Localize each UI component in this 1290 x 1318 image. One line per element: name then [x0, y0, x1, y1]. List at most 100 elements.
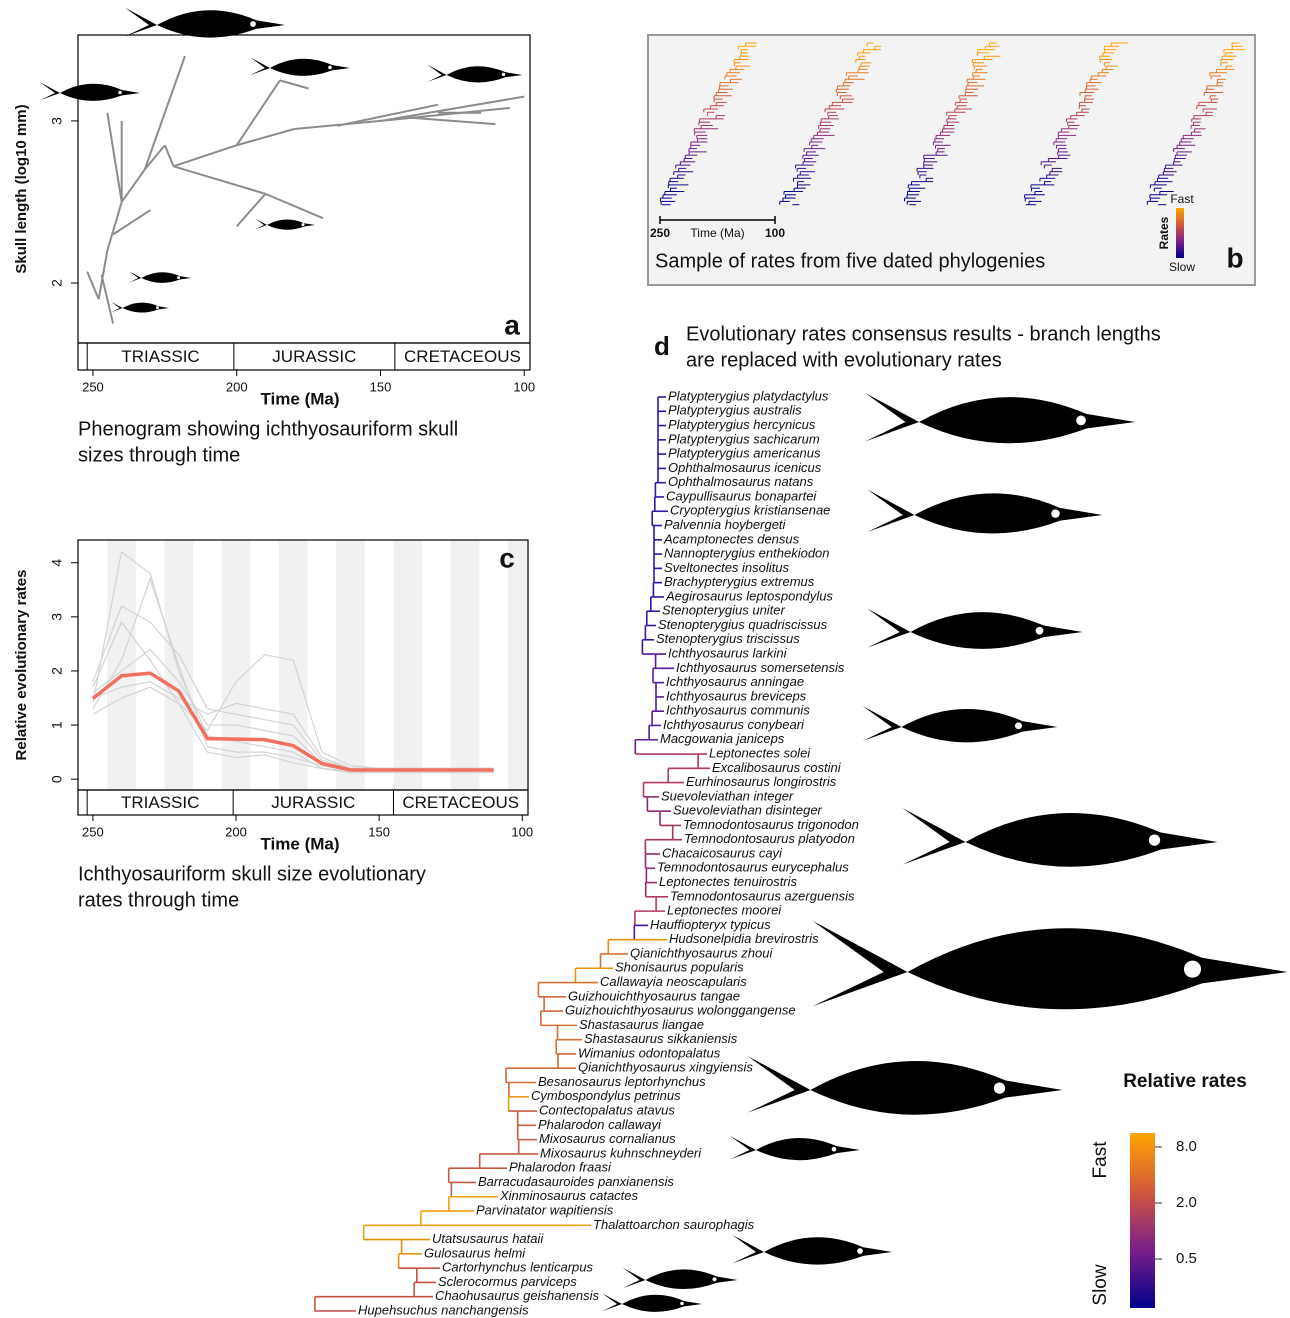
caption: Ichthyosauriform skull size evolutionary	[78, 863, 426, 885]
time-stripe	[221, 540, 251, 790]
taxon-label: Mixosaurus kuhnschneyderi	[540, 1145, 702, 1160]
x-tick-label: 200	[225, 824, 247, 839]
x-tick-label: 150	[370, 379, 392, 394]
silhouette	[902, 807, 1218, 867]
taxon-label: Hudsonelpidia brevirostris	[669, 931, 819, 946]
time-stripe	[393, 540, 423, 790]
silhouette-eye	[118, 90, 122, 95]
panel-letter: a	[504, 309, 520, 340]
silhouette	[862, 705, 1058, 743]
taxon-label: Barracudasauroides panxianensis	[478, 1174, 674, 1189]
branch	[279, 79, 309, 90]
x-axis-label: Time (Ma)	[260, 389, 339, 408]
taxon-label: Stenopterygius uniter	[662, 603, 786, 618]
legend-high: Fast	[1090, 1141, 1111, 1179]
taxon-label: Macgowania janiceps	[660, 731, 785, 746]
period-label: TRIASSIC	[121, 793, 199, 812]
taxon-label: Palvennia hoybergeti	[664, 517, 787, 532]
chart-title: are replaced with evolutionary rates	[686, 349, 1002, 371]
silhouette	[730, 1135, 860, 1161]
taxon-label: Chaohusaurus geishanensis	[435, 1288, 600, 1303]
silhouette	[867, 489, 1103, 534]
silhouette	[747, 1055, 1063, 1115]
taxon-label: Excalibosaurus costini	[712, 760, 842, 775]
x-tick-label: 100	[511, 824, 533, 839]
silhouette-eye	[155, 306, 159, 310]
silhouette-eye	[250, 21, 256, 27]
taxon-label: Mixosaurus cornalianus	[539, 1131, 676, 1146]
period-band	[77, 342, 531, 371]
y-tick-label: 2	[49, 279, 65, 287]
silhouette	[622, 1267, 738, 1290]
panel-b-background	[647, 34, 1256, 286]
branch	[265, 192, 324, 220]
taxon-label: Wimanius odontopalatus	[578, 1045, 721, 1060]
x-tick-label: 100	[513, 379, 535, 394]
silhouette-eye	[857, 1248, 863, 1254]
panel-letter: c	[499, 542, 515, 573]
x-tick-label: 250	[82, 824, 104, 839]
taxon-label: Besanosaurus leptorhynchus	[538, 1074, 706, 1089]
branch	[337, 103, 439, 127]
taxon-label: Aegirosaurus leptospondylus	[665, 588, 833, 603]
taxon-label: Temnodontosaurus platyodon	[684, 831, 855, 846]
branch	[173, 165, 266, 195]
silhouette-eye	[328, 65, 332, 70]
x-tick-label: 250	[82, 379, 104, 394]
taxon-label: Acamptonectes densus	[663, 531, 800, 546]
silhouette-eye	[1148, 834, 1161, 846]
taxon-label: Thalattoarchon saurophagis	[593, 1217, 755, 1232]
taxon-label: Hupehsuchus nanchangensis	[358, 1302, 529, 1317]
taxon-label: Ichthyosaurus somersetensis	[676, 660, 845, 675]
branch	[100, 274, 115, 324]
branch	[236, 128, 295, 147]
silhouette-eye	[712, 1277, 717, 1282]
taxon-label: Platypterygius platydactylus	[668, 388, 829, 403]
color-bar	[1176, 208, 1184, 258]
color-bar	[1130, 1133, 1155, 1308]
taxon-label: Shastasaurus liangae	[579, 1017, 704, 1032]
taxon-label: Leptonectes tenuirostris	[659, 874, 798, 889]
branch	[112, 209, 152, 236]
taxon-label: Platypterygius australis	[668, 403, 802, 418]
legend-low: Slow	[1090, 1264, 1111, 1305]
legend-tick-label: 0.5	[1176, 1250, 1197, 1267]
silhouette	[427, 64, 523, 83]
mean-line	[91, 671, 494, 772]
taxon-label: Qianichthyosaurus zhoui	[630, 945, 773, 960]
legend-tick-label: 2.0	[1176, 1194, 1197, 1211]
taxon-label: Shastasaurus sikkaniensis	[584, 1031, 738, 1046]
silhouette-eye	[680, 1301, 684, 1306]
y-tick-label: 4	[49, 559, 65, 567]
caption: sizes through time	[78, 444, 240, 466]
period-label: CRETACEOUS	[404, 347, 521, 366]
branch	[97, 250, 109, 300]
taxon-label: Ichthyosaurus conybeari	[663, 717, 805, 732]
taxon-label: Platypterygius hercynicus	[668, 417, 816, 432]
taxon-label: Sclerocormus parviceps	[438, 1274, 577, 1289]
panel-letter: b	[1226, 242, 1243, 273]
branch	[86, 271, 100, 300]
taxon-label: Leptonectes solei	[709, 745, 811, 760]
period-label: JURASSIC	[272, 347, 356, 366]
taxon-label: Leptonectes moorei	[667, 903, 782, 918]
x-tick-label: 200	[226, 379, 248, 394]
silhouette	[865, 392, 1135, 444]
taxon-label: Contectopalatus atavus	[539, 1103, 675, 1118]
taxon-label: Cryopterygius kristiansenae	[670, 503, 830, 518]
taxon-label: Sveltonectes insolitus	[664, 560, 790, 575]
taxon-label: Callawayia neoscapularis	[600, 974, 747, 989]
y-tick-label: 0	[49, 775, 65, 783]
silhouette	[111, 301, 169, 313]
silhouette-eye	[1014, 722, 1023, 730]
silhouette-eye	[501, 72, 506, 77]
taxon-label: Ichthyosaurus larkini	[668, 646, 788, 661]
silhouette	[602, 1293, 702, 1312]
legend-title: Rates	[1157, 216, 1171, 249]
silhouette	[867, 608, 1083, 649]
legend-title: Relative rates	[1123, 1071, 1247, 1092]
branch	[409, 116, 496, 126]
silhouette-eye	[1183, 960, 1202, 978]
silhouette	[732, 1234, 892, 1265]
